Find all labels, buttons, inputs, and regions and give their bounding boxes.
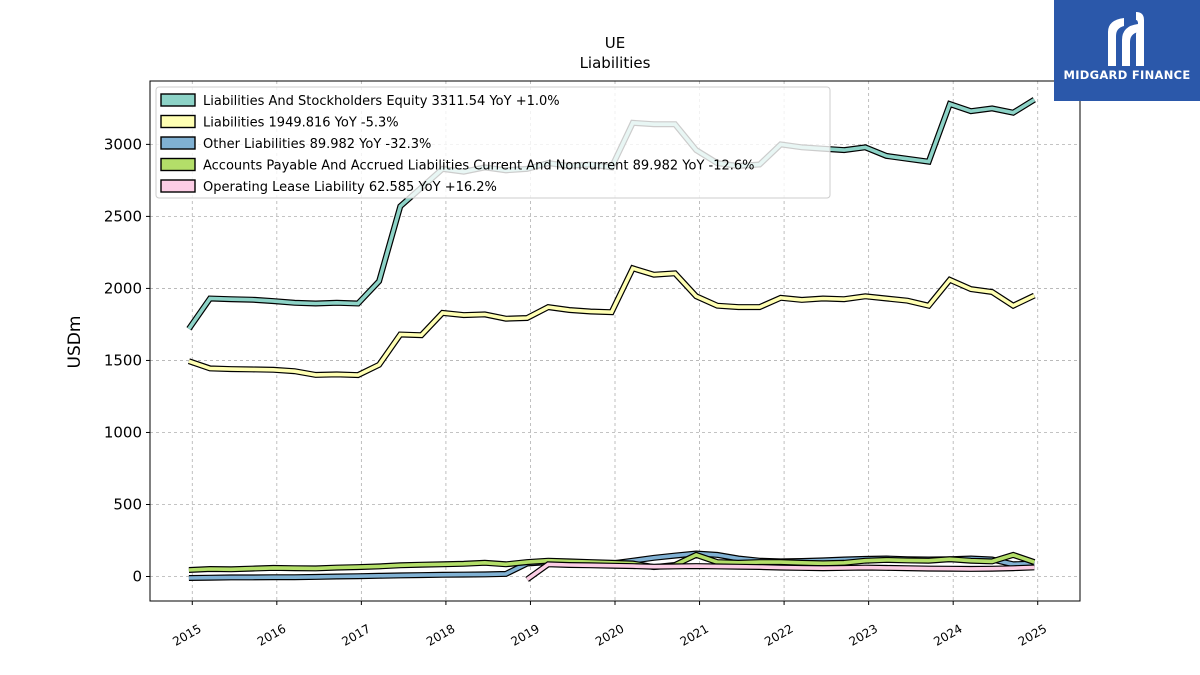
legend-swatch [160,136,196,150]
series-4 [525,561,1035,582]
x-tick-label: 2020 [593,621,626,648]
logo-text: MIDGARD FINANCE [1063,68,1191,82]
legend-swatch [160,114,196,129]
grid-lines [150,81,1080,601]
y-tick-label: 0 [132,568,142,586]
midgard-finance-logo: MIDGARD FINANCE [1054,0,1200,101]
x-tick-label: 2025 [1016,621,1049,648]
y-tick-label: 500 [113,495,142,513]
x-tick-label: 2023 [847,621,880,648]
y-axis-label: USDm [65,316,85,369]
legend: Liabilities And Stockholders Equity 3311… [155,86,831,199]
legend-label: Operating Lease Liability 62.585 YoY +16… [203,180,497,195]
y-axis-ticks: 0 500 1000 1500 2000 2500 3000 [104,135,150,586]
y-tick-label: 2000 [104,279,142,297]
x-tick-label: 2016 [255,621,288,648]
x-tick-label: 2024 [931,621,964,648]
chart-title: UE [605,34,625,52]
x-tick-label: 2022 [762,621,795,648]
legend-box [155,86,831,199]
series-line [526,562,1035,581]
y-tick-label: 2500 [104,207,142,225]
y-tick-label: 1500 [104,351,142,369]
series-line-outline [187,264,1036,379]
legend-label: Liabilities 1949.816 YoY -5.3% [203,116,399,131]
x-axis-ticks: 2015 2016 2017 2018 2019 2020 2021 2022 2023 2024… [170,601,1049,649]
series-1 [187,264,1036,379]
legend-label: Liabilities And Stockholders Equity 3311… [203,94,560,109]
x-tick-label: 2019 [509,621,542,648]
series-line [188,266,1036,377]
midgard-logo-icon [1108,12,1144,66]
y-tick-label: 3000 [104,135,142,153]
chart-subtitle: Liabilities [580,54,651,72]
x-tick-label: 2021 [678,621,711,648]
legend-swatch [160,157,196,172]
x-tick-label: 2018 [424,621,457,648]
y-tick-label: 1000 [104,423,142,441]
legend-label: Accounts Payable And Accrued Liabilities… [203,159,755,174]
legend-swatch [160,93,196,107]
x-tick-label: 2015 [170,621,203,648]
series-layer [186,97,1036,582]
legend-swatch [160,179,196,193]
x-tick-label: 2017 [339,621,372,648]
legend-label: Other Liabilities 89.982 YoY -32.3% [203,137,431,152]
